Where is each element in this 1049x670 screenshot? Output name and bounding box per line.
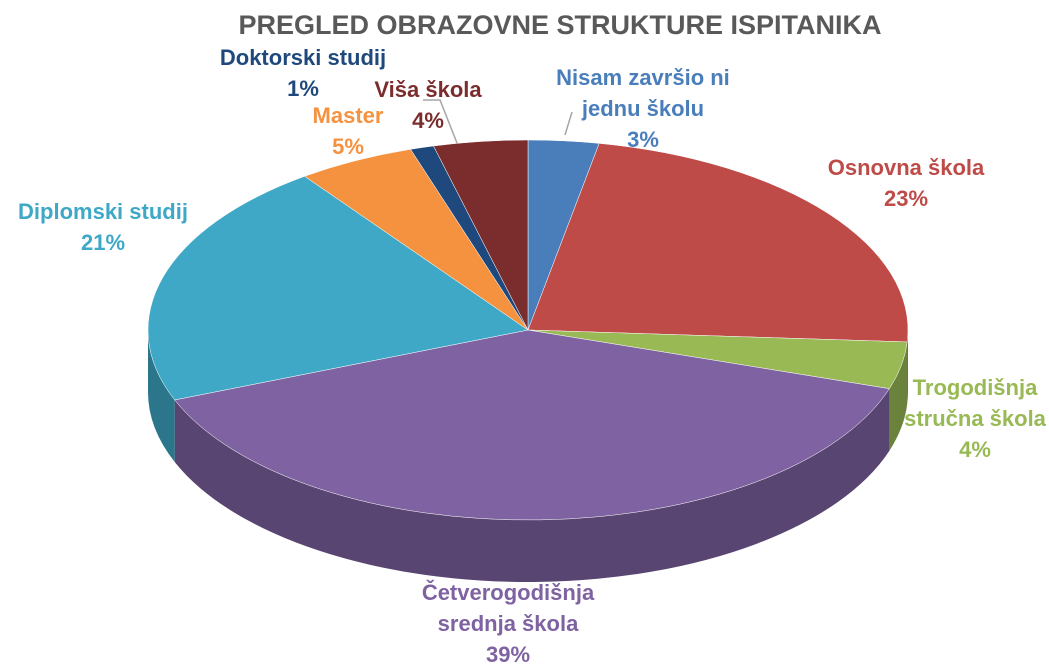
slice: [527, 143, 909, 343]
slice: [147, 176, 529, 401]
value-label: 1%: [287, 76, 319, 101]
data-label: Nisam završio ni jednu školu 3%: [538, 62, 748, 155]
slice: [174, 329, 890, 521]
chart-title: PREGLED OBRAZOVNE STRUKTURE ISPITANIKA: [238, 10, 882, 40]
category-label: Trogodišnja stručna škola: [904, 375, 1046, 431]
value-label: 39%: [485, 642, 531, 667]
category-label: Diplomski studij: [18, 199, 188, 224]
data-label: Doktorski studij 1%: [198, 42, 408, 104]
data-label: Diplomski studij 21%: [0, 196, 218, 258]
data-label: Viša škola 4%: [358, 74, 498, 136]
leader-line: [423, 99, 458, 144]
category-label: Četverogodišnja srednja škola: [421, 580, 595, 636]
sides: [148, 330, 908, 583]
category-label: Viša škola: [374, 77, 482, 102]
data-label: Trogodišnja stručna škola 4%: [890, 372, 1049, 465]
category-label: Osnovna škola: [827, 155, 985, 180]
slice-side: [889, 341, 908, 451]
slice-side: [148, 330, 175, 462]
value-label: 21%: [80, 230, 126, 255]
slice-side: [907, 330, 908, 404]
value-label: 5%: [332, 134, 364, 159]
slice: [433, 139, 529, 331]
value-label: 23%: [883, 186, 929, 211]
value-label: 4%: [412, 108, 444, 133]
data-label: Master 5%: [288, 100, 408, 162]
category-label: Doktorski studij: [219, 45, 387, 70]
data-label: Četverogodišnja srednja škola 39%: [398, 577, 618, 670]
data-label: Osnovna škola 23%: [796, 152, 1016, 214]
tops: [147, 139, 909, 521]
category-label: Nisam završio ni jednu školu: [556, 65, 730, 121]
value-label: 3%: [627, 127, 659, 152]
leader-line: [564, 111, 573, 136]
value-label: 4%: [959, 437, 991, 462]
category-label: Master: [312, 103, 384, 128]
slice-side: [174, 388, 890, 583]
